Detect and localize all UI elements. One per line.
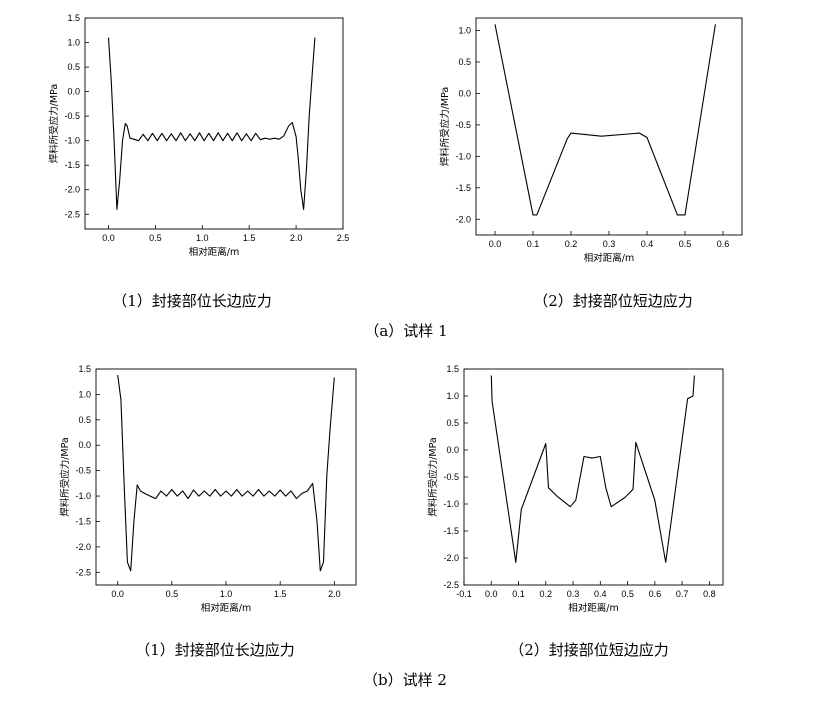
x-axis-label: 相对距离/m — [584, 252, 634, 264]
y-axis-label: 焊料所受应力/MPa — [59, 437, 71, 517]
x-tick-label: 0.5 — [621, 589, 634, 599]
caption-a1: （1）封接部位长边应力 — [112, 292, 272, 310]
x-tick-label: 2.0 — [290, 233, 303, 243]
y-tick-label: -1.0 — [64, 136, 80, 146]
y-tick-label: 0.0 — [78, 440, 91, 450]
y-tick-label: -1.5 — [75, 516, 91, 526]
caption-sample-2: （b）试样 2 — [363, 671, 447, 689]
y-tick-label: 1.5 — [78, 364, 91, 374]
chart-sample2-long-edge: 0.0 0.5 1.0 1.5 2.0 1.5 1.0 0.5 0.0 -0.5 -1.0 -1.5 -… — [59, 364, 357, 614]
y-tick-label: -1.5 — [64, 160, 80, 170]
x-tick-label: -0.1 — [456, 589, 472, 599]
y-tick-label: 0.5 — [458, 57, 471, 67]
y-tick-label: -1.0 — [75, 491, 91, 501]
y-tick-label: -1.5 — [443, 526, 459, 536]
plot-frame — [95, 368, 357, 586]
y-tick-label: -1.5 — [455, 183, 471, 193]
stress-series-line — [494, 24, 716, 216]
y-tick-label: -2.0 — [443, 553, 459, 563]
x-tick-label: 0.3 — [567, 589, 580, 599]
x-tick-label: 0.6 — [717, 239, 730, 249]
x-tick-label: 0.0 — [489, 239, 502, 249]
x-tick-label: 0.8 — [703, 589, 716, 599]
y-tick-label: 0.5 — [78, 415, 91, 425]
plot-frame — [84, 17, 344, 230]
y-tick-label: -2.5 — [64, 209, 80, 219]
y-tick-label: 0.0 — [458, 88, 471, 98]
x-tick-label: 0.5 — [679, 239, 692, 249]
y-tick-label: -1.0 — [443, 499, 459, 509]
y-tick-label: -0.5 — [443, 472, 459, 482]
x-axis-label: 相对距离/m — [189, 246, 239, 258]
y-tick-label: 1.5 — [67, 13, 80, 23]
y-tick-label: -1.0 — [455, 151, 471, 161]
y-tick-label: -2.0 — [455, 214, 471, 224]
x-tick-label: 0.2 — [565, 239, 578, 249]
x-tick-label: 0.2 — [540, 589, 553, 599]
y-tick-label: 0.5 — [446, 418, 459, 428]
y-tick-label: 0.0 — [67, 87, 80, 97]
caption-a2: （2）封接部位短边应力 — [533, 292, 693, 310]
caption-sample-1: （a）试样 1 — [364, 322, 447, 340]
x-tick-label: 0.1 — [512, 589, 525, 599]
x-tick-label: 0.0 — [111, 589, 124, 599]
x-tick-label: 0.4 — [641, 239, 654, 249]
x-tick-label: 1.5 — [243, 233, 256, 243]
chart-sample1-long-edge: 0.0 0.5 1.0 1.5 2.0 2.5 1.5 1.0 0.5 0.0 -0.5 -1.0 -1… — [48, 13, 349, 258]
x-tick-label: 0.6 — [649, 589, 662, 599]
x-tick-label: 0.3 — [603, 239, 616, 249]
y-tick-label: -2.5 — [443, 580, 459, 590]
y-axis-label: 焊料所受应力/MPa — [439, 87, 451, 167]
x-tick-label: 1.5 — [274, 589, 287, 599]
x-tick-label: 0.0 — [102, 233, 115, 243]
y-tick-label: 1.0 — [67, 38, 80, 48]
x-tick-label: 2.5 — [337, 233, 350, 243]
y-axis-label: 焊料所受应力/MPa — [427, 437, 439, 517]
y-tick-label: -0.5 — [64, 111, 80, 121]
y-axis-label: 焊料所受应力/MPa — [48, 84, 60, 164]
caption-b2: （2）封接部位短边应力 — [509, 641, 669, 659]
y-tick-label: -2.5 — [75, 567, 91, 577]
x-axis-label: 相对距离/m — [568, 602, 618, 614]
x-tick-label: 1.0 — [196, 233, 209, 243]
x-tick-label: 0.5 — [166, 589, 179, 599]
caption-b1: （1）封接部位长边应力 — [135, 641, 295, 659]
x-tick-label: 0.4 — [594, 589, 607, 599]
chart-sample2-short-edge: -0.1 0.0 0.1 0.2 0.3 0.4 0.5 0.6 0.7 0.8 1.5 1.0 0.5… — [427, 364, 724, 614]
y-tick-label: -0.5 — [75, 466, 91, 476]
stress-series-line — [490, 375, 695, 563]
x-axis-label: 相对距离/m — [201, 602, 251, 614]
y-tick-label: 0.0 — [446, 445, 459, 455]
x-tick-label: 0.1 — [527, 239, 540, 249]
x-tick-label: 0.5 — [149, 233, 162, 243]
y-tick-label: 1.0 — [78, 389, 91, 399]
y-tick-label: 0.5 — [67, 62, 80, 72]
y-tick-label: 1.0 — [458, 26, 471, 36]
stress-series-line — [117, 375, 335, 572]
y-tick-label: -2.0 — [75, 542, 91, 552]
x-tick-label: 1.0 — [220, 589, 233, 599]
chart-sample1-short-edge: 0.0 0.1 0.2 0.3 0.4 0.5 0.6 1.0 0.5 0.0 -0.5 -1.0 -1… — [439, 17, 743, 264]
stress-series-line — [107, 37, 316, 210]
x-tick-label: 0.7 — [676, 589, 689, 599]
x-tick-label: 0.0 — [485, 589, 498, 599]
x-tick-label: 2.0 — [328, 589, 341, 599]
y-tick-label: 1.5 — [446, 364, 459, 374]
y-tick-label: -2.0 — [64, 185, 80, 195]
y-tick-label: 1.0 — [446, 391, 459, 401]
y-tick-label: -0.5 — [455, 120, 471, 130]
